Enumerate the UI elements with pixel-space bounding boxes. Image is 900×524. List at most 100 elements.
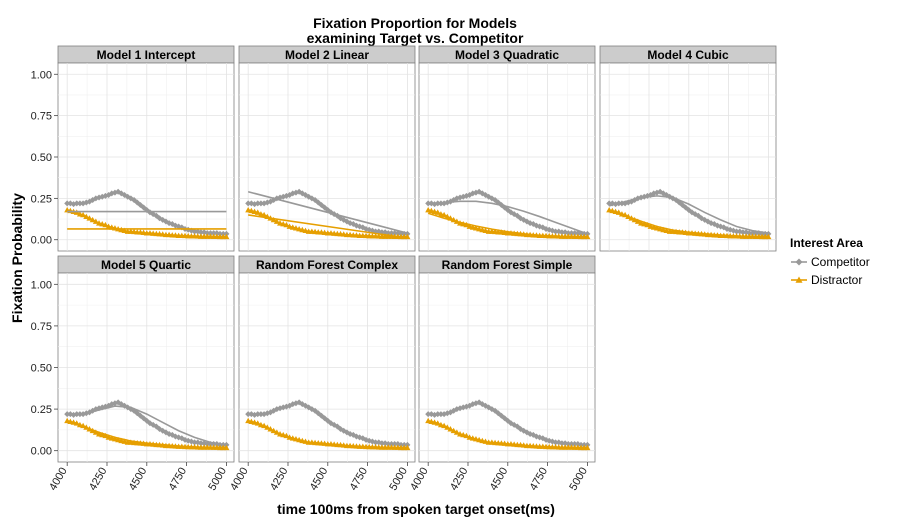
panel: Random Forest Simple 4000 4250 4500 4750 5000 [408,255,596,493]
distractor-point [102,432,109,439]
competitor-point [739,229,746,236]
distractor-point [270,216,277,223]
competitor-point [746,230,753,237]
distractor-point [92,218,99,224]
competitor-point [437,411,444,418]
competitor-point [372,439,379,446]
distractor-point [444,213,451,219]
legend: Interest Area Competitor Distractor [790,236,870,287]
competitor-point [388,230,395,237]
y-tick-label: 0.50 [31,152,52,164]
panel-title: Random Forest Simple [442,258,573,272]
competitor-point [391,441,398,448]
competitor-point [204,230,211,237]
panel: Random Forest Complex 4000 4250 4500 4750 500… [228,255,416,493]
competitor-point [425,411,432,418]
distractor-point [261,422,268,429]
competitor-point [568,441,575,448]
competitor-point [254,200,261,207]
panel-title: Random Forest Complex [256,258,398,272]
y-tick-label: 0.00 [31,446,52,458]
y-tick-label: 1.00 [31,69,52,81]
distractor-point [267,426,274,432]
competitor-point [245,200,252,207]
y-tick-label: 0.25 [31,193,52,205]
competitor-point [210,230,217,237]
x-tick-label: 4250 [448,466,471,493]
legend-key-marker [795,258,803,266]
chart-title-line2: examining Target vs. Competitor [307,30,524,46]
distractor-point [102,221,109,228]
competitor-point [552,228,559,235]
competitor-point [571,441,578,448]
distractor-point [404,444,411,451]
y-tick-label: 0.75 [31,111,52,123]
distractor-fit-line [608,210,769,238]
x-tick-label: 4500 [488,466,511,493]
distractor-point [634,218,641,224]
competitor-point [254,411,261,418]
x-tick-label: 5000 [387,466,410,493]
panel-title: Model 4 Cubic [647,48,729,62]
competitor-point [425,200,432,207]
distractor-point [273,429,280,435]
distractor-fit-line [427,212,588,238]
competitor-point [434,411,441,418]
distractor-point [223,233,230,240]
legend-label: Distractor [811,273,862,287]
competitor-point [245,411,252,418]
distractor-point [273,218,280,224]
panel-title: Model 2 Linear [285,48,369,62]
x-tick-label: 4250 [268,466,291,493]
distractor-point [80,211,87,218]
competitor-point [378,440,385,447]
x-tick-label: 4000 [408,466,431,493]
panel: Model 5 Quartic 0.00 0.25 0.50 0.75 1.00 4000 4… [31,255,235,493]
competitor-point [391,230,398,237]
competitor-point [207,230,214,237]
y-tick-label: 1.00 [31,279,52,291]
competitor-point [251,201,258,208]
y-tick-label: 0.75 [31,321,52,333]
competitor-fit-line [428,200,588,235]
competitor-point [385,441,392,448]
distractor-point [441,211,448,218]
panels-layer: Model 1 Intercept 0.00 0.25 0.50 0.75 1.00 Mod… [31,45,777,493]
x-tick-label: 5000 [206,466,229,493]
distractor-point [261,211,268,218]
y-tick-label: 0.50 [31,363,52,375]
panel-title: Model 3 Quadratic [455,48,559,62]
competitor-point [191,439,198,446]
competitor-point [73,200,80,207]
distractor-point [644,221,651,228]
x-tick-label: 4250 [87,466,110,493]
panel-title: Model 1 Intercept [97,48,196,62]
y-tick-label: 0.25 [31,404,52,416]
distractor-point [444,424,451,430]
x-tick-label: 4000 [228,466,251,493]
distractor-fit-line [66,420,227,449]
competitor-point [64,200,71,207]
distractor-point [447,426,454,432]
chart-title-line1: Fixation Proportion for Models [313,15,517,31]
competitor-point [571,230,578,237]
distractor-fit-line [248,214,408,239]
competitor-point [558,229,565,236]
x-tick-label: 4750 [348,466,371,493]
x-tick-label: 4500 [308,466,331,493]
panel: Model 4 Cubic [599,45,777,252]
x-tick-label: 5000 [567,466,590,493]
distractor-point [434,209,441,215]
legend-item: Distractor [791,273,862,287]
legend-item: Competitor [791,255,870,269]
competitor-fit-line [67,405,227,446]
competitor-point [191,228,198,235]
distractor-point [283,221,290,228]
competitor-point [558,440,565,447]
distractor-point [254,209,261,215]
x-tick-label: 4750 [528,466,551,493]
x-axis-label: time 100ms from spoken target onset(ms) [277,501,555,517]
competitor-point [565,441,572,448]
competitor-point [565,230,572,237]
